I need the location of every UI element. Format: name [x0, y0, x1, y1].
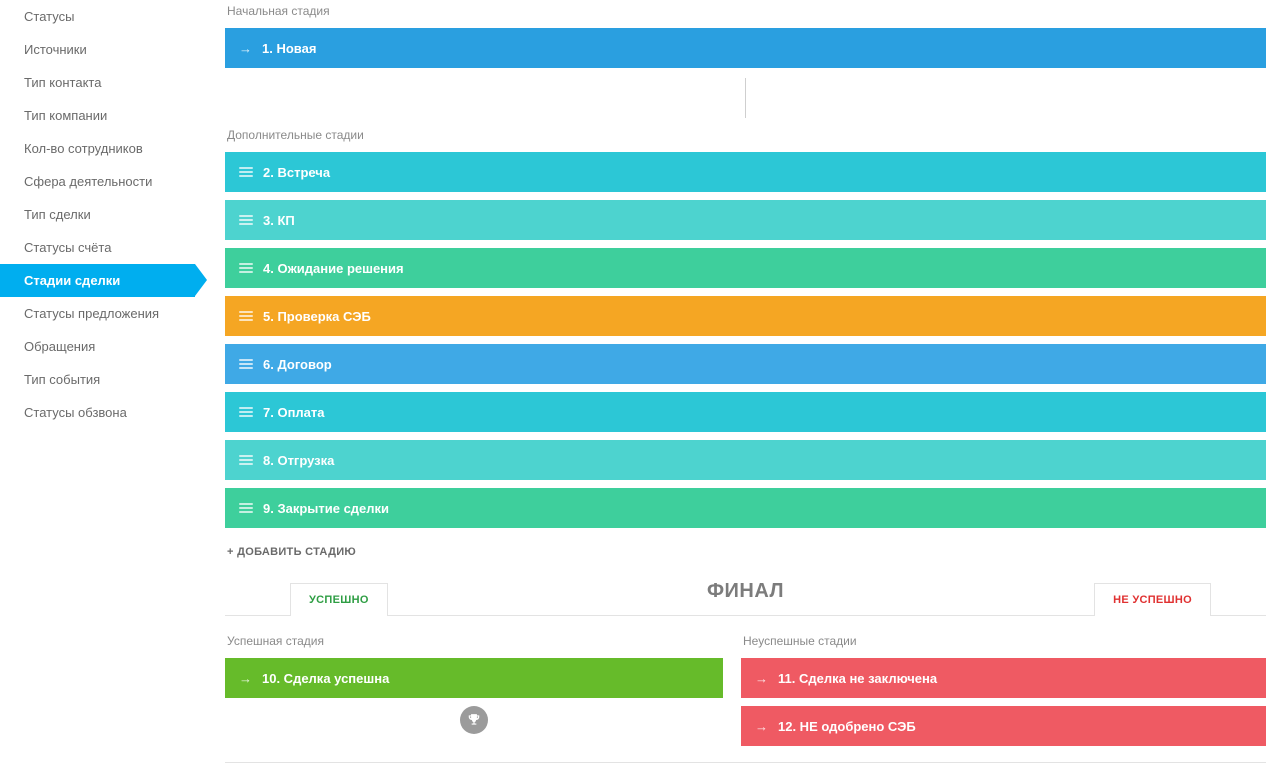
stage-label: 12. НЕ одобрено СЭБ: [778, 719, 916, 734]
sidebar-item-1[interactable]: Источники: [0, 33, 195, 66]
final-title: ФИНАЛ: [701, 580, 790, 603]
stage-label: 4. Ожидание решения: [263, 261, 404, 276]
additional-stage-7[interactable]: 9. Закрытие сделки: [225, 488, 1266, 528]
additional-stage-5[interactable]: 7. Оплата: [225, 392, 1266, 432]
sidebar-item-12[interactable]: Статусы обзвона: [0, 396, 195, 429]
arrow-right-icon: →: [755, 671, 768, 686]
fail-stage-1[interactable]: → 12. НЕ одобрено СЭБ: [741, 706, 1266, 746]
section-title-initial: Начальная стадия: [227, 4, 1266, 18]
add-stage-button[interactable]: + ДОБАВИТЬ СТАДИЮ: [225, 536, 1266, 572]
sidebar-item-0[interactable]: Статусы: [0, 0, 195, 33]
fail-column: Неуспешные стадии → 11. Сделка не заключе…: [741, 630, 1266, 754]
final-section: ФИНАЛ УСПЕШНО НЕ УСПЕШНО Успешная стадия…: [225, 582, 1266, 754]
drag-handle-icon[interactable]: [239, 311, 253, 321]
additional-stage-1[interactable]: 3. КП: [225, 200, 1266, 240]
sidebar-item-7[interactable]: Статусы счёта: [0, 231, 195, 264]
tab-fail[interactable]: НЕ УСПЕШНО: [1094, 583, 1211, 616]
stage-label: 10. Сделка успешна: [262, 671, 389, 686]
sidebar-item-10[interactable]: Обращения: [0, 330, 195, 363]
arrow-right-icon: →: [755, 719, 768, 734]
final-tabs: ФИНАЛ УСПЕШНО НЕ УСПЕШНО: [225, 582, 1266, 616]
vertical-divider: [745, 78, 746, 118]
additional-stage-2[interactable]: 4. Ожидание решения: [225, 248, 1266, 288]
drag-handle-icon[interactable]: [239, 455, 253, 465]
section-title-additional: Дополнительные стадии: [227, 128, 1266, 142]
trophy-icon: [460, 706, 488, 734]
sidebar-item-11[interactable]: Тип события: [0, 363, 195, 396]
stage-label: 8. Отгрузка: [263, 453, 334, 468]
drag-handle-icon[interactable]: [239, 167, 253, 177]
drag-handle-icon[interactable]: [239, 503, 253, 513]
drag-handle-icon[interactable]: [239, 407, 253, 417]
stage-label: 6. Договор: [263, 357, 332, 372]
sidebar: СтатусыИсточникиТип контактаТип компании…: [0, 0, 195, 763]
additional-stages-section: Дополнительные стадии 2. Встреча 3. КП 4. …: [225, 128, 1266, 572]
additional-stage-6[interactable]: 8. Отгрузка: [225, 440, 1266, 480]
fail-stage-0[interactable]: → 11. Сделка не заключена: [741, 658, 1266, 698]
stage-label: 11. Сделка не заключена: [778, 671, 937, 686]
sidebar-item-4[interactable]: Кол-во сотрудников: [0, 132, 195, 165]
main-content: Начальная стадия → 1. Новая Дополнительны…: [195, 0, 1280, 763]
success-stage-0[interactable]: → 10. Сделка успешна: [225, 658, 723, 698]
section-title-fail: Неуспешные стадии: [743, 634, 1266, 648]
initial-stage-section: Начальная стадия → 1. Новая: [225, 4, 1266, 68]
tab-success[interactable]: УСПЕШНО: [290, 583, 388, 616]
additional-stage-3[interactable]: 5. Проверка СЭБ: [225, 296, 1266, 336]
stage-label: 2. Встреча: [263, 165, 330, 180]
drag-handle-icon[interactable]: [239, 215, 253, 225]
arrow-right-icon: →: [239, 671, 252, 686]
sidebar-item-3[interactable]: Тип компании: [0, 99, 195, 132]
stage-label: 9. Закрытие сделки: [263, 501, 389, 516]
success-column: Успешная стадия → 10. Сделка успешна: [225, 630, 723, 754]
sidebar-item-2[interactable]: Тип контакта: [0, 66, 195, 99]
stage-label: 1. Новая: [262, 41, 316, 56]
sidebar-item-6[interactable]: Тип сделки: [0, 198, 195, 231]
sidebar-item-8[interactable]: Стадии сделки: [0, 264, 195, 297]
additional-stage-4[interactable]: 6. Договор: [225, 344, 1266, 384]
section-title-success: Успешная стадия: [227, 634, 723, 648]
stage-label: 7. Оплата: [263, 405, 325, 420]
initial-stage-0[interactable]: → 1. Новая: [225, 28, 1266, 68]
arrow-right-icon: →: [239, 41, 252, 56]
stage-label: 5. Проверка СЭБ: [263, 309, 371, 324]
drag-handle-icon[interactable]: [239, 263, 253, 273]
stage-label: 3. КП: [263, 213, 295, 228]
sidebar-item-9[interactable]: Статусы предложения: [0, 297, 195, 330]
sidebar-item-5[interactable]: Сфера деятельности: [0, 165, 195, 198]
drag-handle-icon[interactable]: [239, 359, 253, 369]
additional-stage-0[interactable]: 2. Встреча: [225, 152, 1266, 192]
